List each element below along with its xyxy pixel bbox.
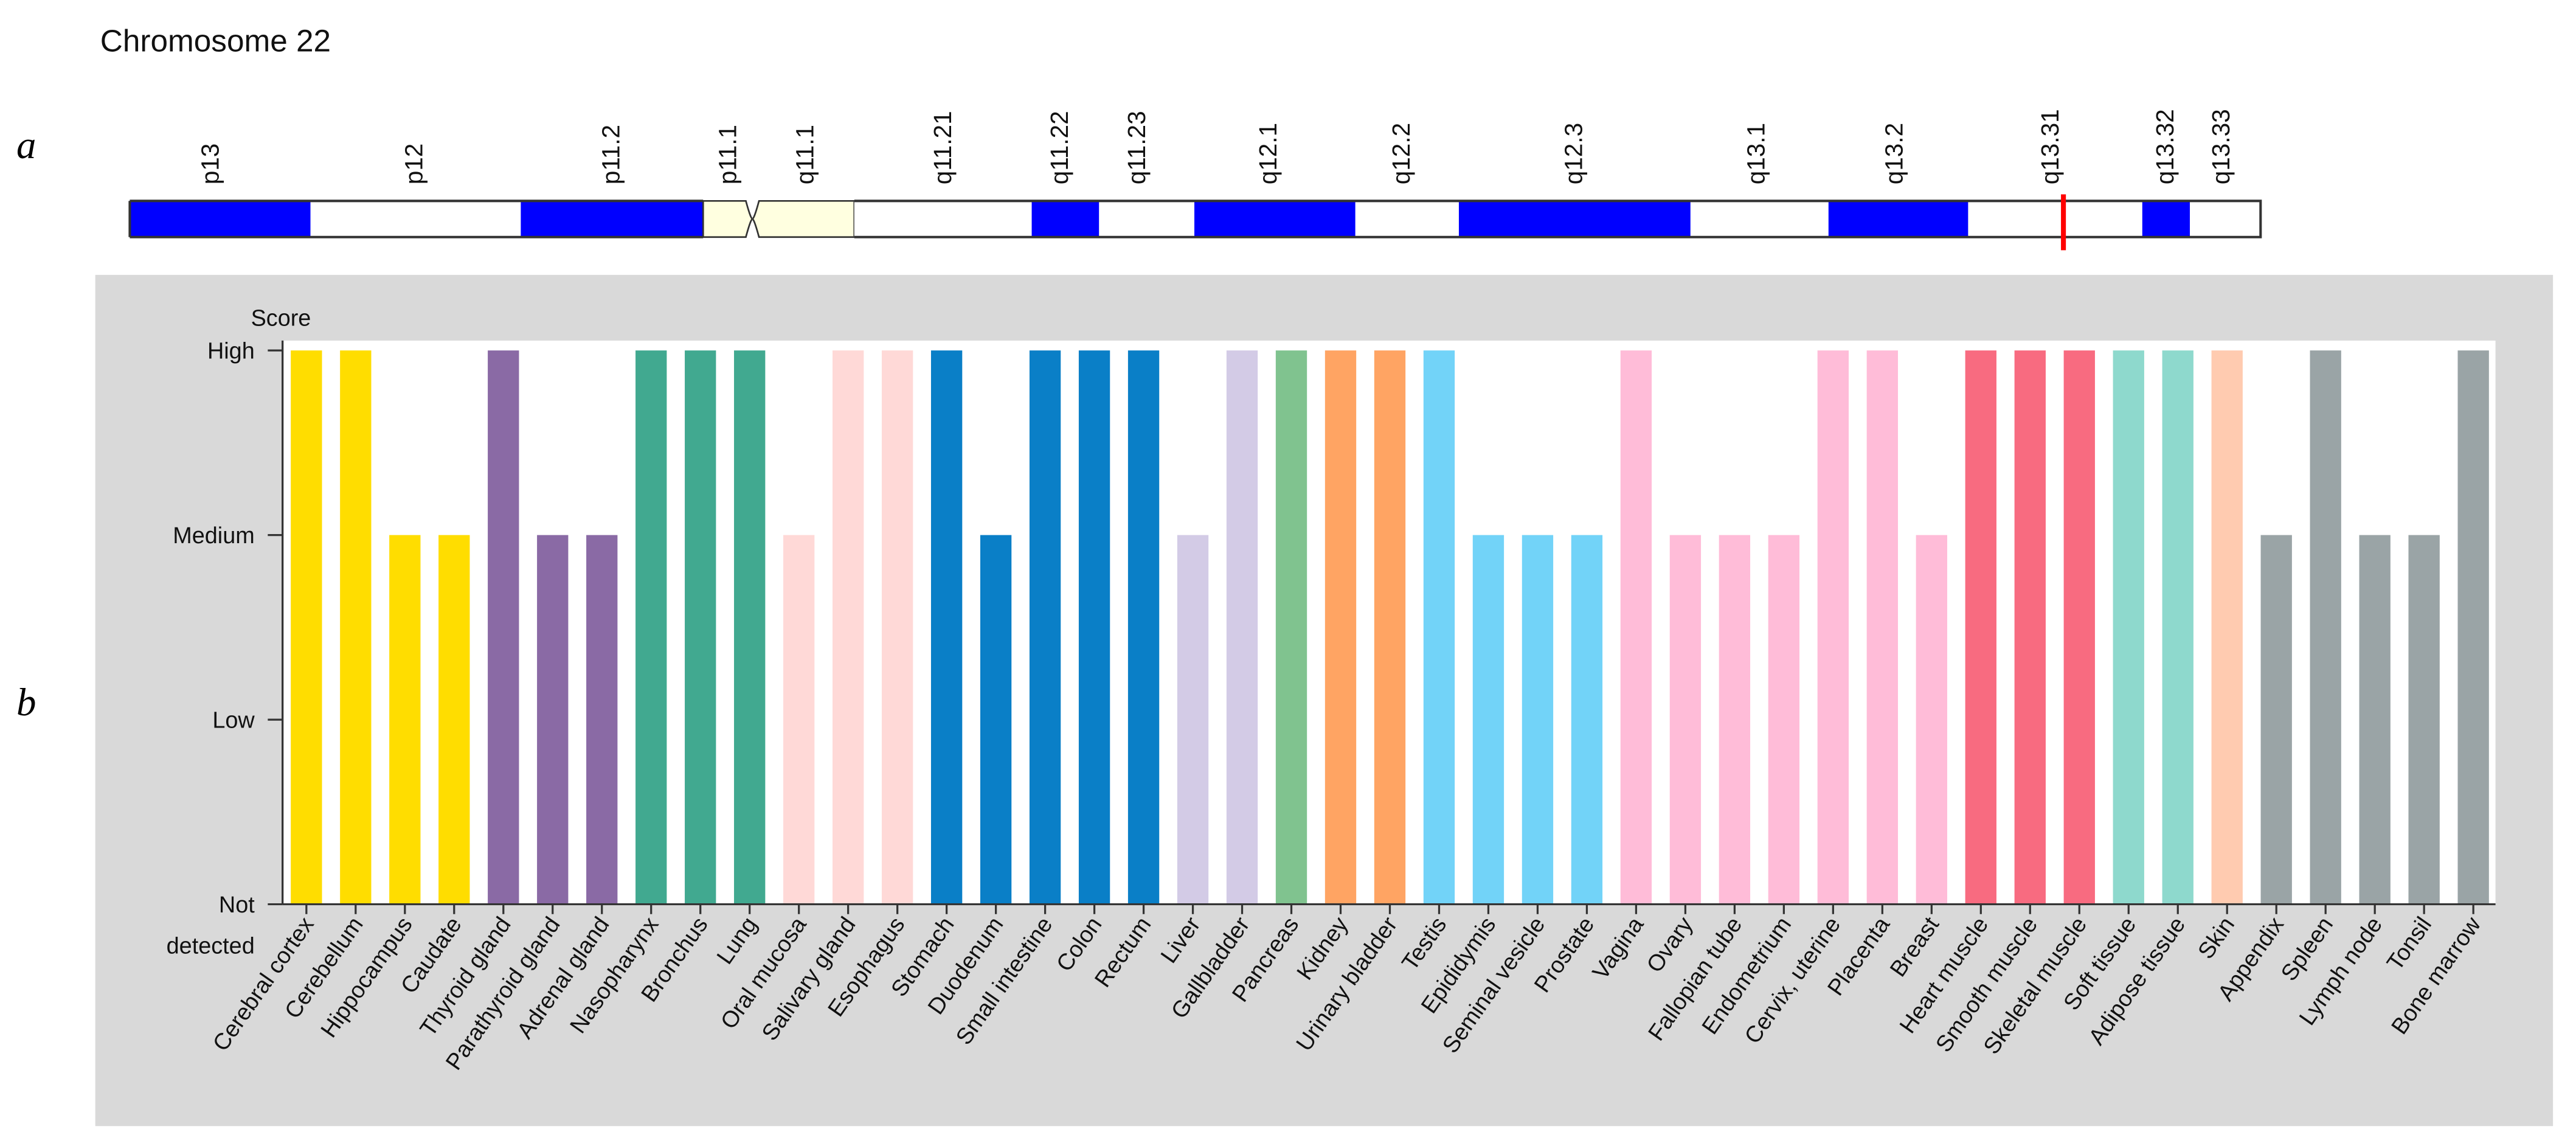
bar-salivary-gland <box>833 350 864 905</box>
ideogram-band-q11.23 <box>1099 201 1195 237</box>
ideogram-band-p13 <box>130 201 311 237</box>
ideogram-title: Chromosome 22 <box>100 23 331 58</box>
bar-seminal-vesicle <box>1522 535 1554 905</box>
bar-caudate <box>438 535 470 905</box>
bar-cerebral-cortex <box>291 350 322 905</box>
bar-thyroid-gland <box>488 350 519 905</box>
ideogram-band-label: p11.1 <box>713 125 741 184</box>
ideogram-band-q12.2 <box>1355 201 1459 237</box>
ideogram-band-p12 <box>310 201 521 237</box>
panel-a-letter: a <box>16 123 36 167</box>
bar-skin <box>2211 350 2243 905</box>
bar-fallopian-tube <box>1719 535 1751 905</box>
ideogram-band-label: q13.1 <box>1742 123 1770 184</box>
ideogram-band-q13.31 <box>1968 201 2142 237</box>
ideogram-band-q12.1 <box>1194 201 1356 237</box>
chromosome-ideogram: Chromosome 22 p13 p12 p11.2 p11.1 q11.1 q11.2… <box>100 23 2262 251</box>
y-tick-label: High <box>207 339 255 364</box>
ideogram-band-label: q11.23 <box>1123 111 1151 184</box>
bar-breast <box>1916 535 1947 905</box>
ideogram-band-q11.1 <box>752 200 856 238</box>
bar-tonsil <box>2408 535 2440 905</box>
bar-spleen <box>2310 350 2341 905</box>
ideogram-band-label: q13.31 <box>2036 109 2064 184</box>
bar-bone-marrow <box>2457 350 2489 905</box>
bar-liver <box>1177 535 1209 905</box>
q-arm-outline <box>854 200 2262 238</box>
bar-testis <box>1423 350 1455 905</box>
bar-appendix <box>2260 535 2292 905</box>
ideogram-band-label: q13.32 <box>2151 109 2179 184</box>
bar-heart-muscle <box>1965 350 1996 905</box>
bar-urinary-bladder <box>1374 350 1406 905</box>
bar-duodenum <box>980 535 1012 905</box>
bar-adipose-tissue <box>2162 350 2193 905</box>
bar-gallbladder <box>1226 350 1258 905</box>
p-arm-outline <box>128 200 704 238</box>
bar-cervix-uterine <box>1817 350 1849 905</box>
bar-lung <box>734 350 766 905</box>
bar-soft-tissue <box>2113 350 2144 905</box>
bar-oral-mucosa <box>783 535 815 905</box>
ideogram-band-q13.33 <box>2190 201 2261 237</box>
bar-hippocampus <box>389 535 421 905</box>
bar-bronchus <box>685 350 716 905</box>
ideogram-band-label: q11.1 <box>791 125 819 184</box>
bar-stomach <box>930 350 963 905</box>
bar-small-intestine <box>1029 350 1061 905</box>
ideogram-band-label: q13.2 <box>1880 123 1908 184</box>
bar-endometrium <box>1768 535 1800 905</box>
ideogram-band-q13.2 <box>1828 201 1968 237</box>
ideogram-band-label: q12.2 <box>1387 123 1415 184</box>
bar-ovary <box>1669 535 1702 905</box>
y-tick-label: Not detected <box>167 892 255 959</box>
bar-colon <box>1078 350 1110 905</box>
bar-pancreas <box>1275 350 1307 905</box>
ideogram-band-label: q12.1 <box>1254 123 1282 184</box>
y-axis-label: Score <box>251 306 311 332</box>
bar-adrenal-gland <box>586 535 618 905</box>
ideogram-band-label: p12 <box>400 144 428 185</box>
bar-lymph-node <box>2359 535 2391 905</box>
ideogram-band-q11.22 <box>1031 201 1099 237</box>
y-tick-label: Medium <box>173 523 255 549</box>
bar-prostate <box>1571 535 1603 905</box>
bar-skeletal-muscle <box>2063 350 2095 905</box>
bar-kidney <box>1324 350 1357 905</box>
bar-esophagus <box>881 350 913 905</box>
bar-smooth-muscle <box>2014 350 2046 905</box>
ideogram-band-q12.3 <box>1458 201 1691 237</box>
ideogram-band-label: q11.21 <box>929 111 957 184</box>
bar-epididymis <box>1472 535 1504 905</box>
panel-b-letter: b <box>16 681 36 724</box>
ideogram-band-label: q11.22 <box>1045 111 1073 184</box>
ideogram-band-label: p13 <box>196 144 224 185</box>
ideogram-band-label: p11.2 <box>597 125 625 184</box>
bar-vagina <box>1620 350 1652 905</box>
ideogram-band-q13.32 <box>2142 201 2190 237</box>
ideogram-band-q11.21 <box>854 201 1032 237</box>
ideogram-band-label: q12.3 <box>1560 123 1588 184</box>
ideogram-band-label: q13.33 <box>2207 109 2235 184</box>
bar-parathyroid-gland <box>537 535 569 905</box>
y-tick-label: Low <box>212 708 255 734</box>
bar-cerebellum <box>340 350 372 905</box>
bar-nasopharynx <box>635 350 667 905</box>
bar-rectum <box>1127 350 1160 905</box>
ideogram-band-p11.2 <box>521 201 704 237</box>
bar-placenta <box>1866 350 1899 905</box>
ideogram-band-q13.1 <box>1690 201 1829 237</box>
ideogram-band-p11.1 <box>702 200 753 238</box>
